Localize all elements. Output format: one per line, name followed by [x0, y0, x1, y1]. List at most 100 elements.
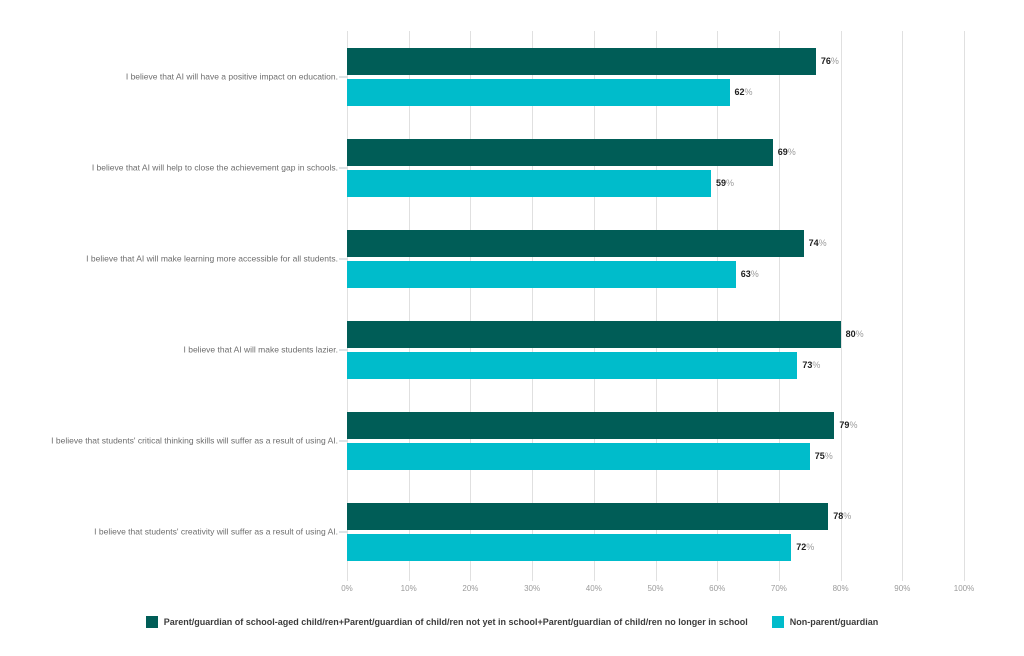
bar-non-parent-guardian [347, 78, 730, 106]
rows-layer: I believe that AI will have a positive i… [0, 31, 1024, 577]
value-label: 74% [809, 230, 827, 257]
value-number: 73 [802, 359, 813, 370]
bar-parent-guardian [347, 320, 841, 348]
x-tick-label: 20% [462, 584, 479, 593]
bar-track: 74% 63% [347, 213, 964, 304]
value-suffix: % [806, 541, 815, 552]
category-row: I believe that AI will help to close the… [0, 122, 1024, 213]
value-label: 63% [741, 261, 759, 288]
gridline [655, 31, 657, 581]
grid-layer [347, 31, 965, 581]
x-axis-labels: 0% 10% 20% 30% 40% 50% 60% 70% 80% 90% 100% [341, 584, 974, 596]
value-suffix: % [750, 268, 759, 279]
gridline [470, 31, 472, 581]
value-number: 74 [808, 237, 819, 248]
bar-track: 80% 73% [347, 304, 964, 395]
value-suffix: % [726, 177, 735, 188]
category-tick-icon [339, 257, 347, 260]
value-label: 76% [821, 48, 839, 75]
value-suffix: % [812, 359, 821, 370]
category-label: I believe that students' creativity will… [94, 526, 338, 536]
legend-label: Non-parent/guardian [789, 617, 879, 627]
value-number: 69 [777, 146, 788, 157]
legend-item-parent-guardian: Parent/guardian of school-aged child/ren… [145, 616, 748, 628]
value-label: 69% [778, 139, 796, 166]
value-label: 75% [815, 443, 833, 470]
category-tick-icon [339, 439, 347, 442]
category-row: I believe that AI will make learning mor… [0, 213, 1024, 304]
category-tick-icon [339, 75, 347, 78]
value-suffix: % [849, 419, 858, 430]
value-suffix: % [818, 237, 827, 248]
category-label: I believe that AI will make learning mor… [86, 253, 338, 263]
category-label: I believe that students' critical thinki… [51, 435, 338, 445]
category-tick-icon [339, 530, 347, 533]
gridline [532, 31, 534, 581]
bar-track: 76% 62% [347, 31, 964, 122]
value-suffix: % [787, 146, 796, 157]
category-label: I believe that AI will make students laz… [183, 344, 339, 354]
legend-label: Parent/guardian of school-aged child/ren… [163, 617, 748, 627]
bar-parent-guardian [347, 47, 816, 75]
value-label: 78% [833, 503, 851, 530]
category-label: I believe that AI will have a positive i… [125, 71, 338, 81]
value-suffix: % [855, 328, 864, 339]
category-label: I believe that AI will help to close the… [91, 162, 338, 172]
value-number: 75 [814, 450, 825, 461]
gridline [408, 31, 410, 581]
value-suffix: % [824, 450, 833, 461]
legend-swatch-icon [771, 616, 784, 628]
category-tick-icon [339, 166, 347, 169]
x-tick-label: 90% [894, 584, 911, 593]
value-label: 73% [802, 352, 820, 379]
value-number: 72 [796, 541, 807, 552]
value-number: 63 [740, 268, 751, 279]
gridline [902, 31, 904, 581]
legend-item-non-parent-guardian: Non-parent/guardian [771, 616, 879, 628]
bar-track: 79% 75% [347, 395, 964, 486]
gridline [593, 31, 595, 581]
bar-non-parent-guardian [347, 442, 810, 470]
value-suffix: % [744, 86, 753, 97]
gridline [717, 31, 719, 581]
x-tick-label: 0% [341, 584, 353, 593]
x-tick-label: 80% [832, 584, 849, 593]
bar-parent-guardian [347, 411, 835, 439]
bar-non-parent-guardian [347, 169, 712, 197]
x-tick-label: 60% [709, 584, 726, 593]
value-number: 80 [845, 328, 856, 339]
value-label: 79% [839, 412, 857, 439]
category-row: I believe that students' creativity will… [0, 486, 1024, 577]
gridline [964, 31, 965, 581]
x-tick-label: 40% [585, 584, 602, 593]
value-number: 59 [716, 177, 727, 188]
bar-track: 78% 72% [347, 486, 964, 577]
value-suffix: % [843, 510, 852, 521]
x-tick-label: 70% [770, 584, 787, 593]
category-row: I believe that students' critical thinki… [0, 395, 1024, 486]
gridline [778, 31, 780, 581]
bar-non-parent-guardian [347, 533, 792, 561]
value-number: 62 [734, 86, 745, 97]
category-row: I believe that AI will make students laz… [0, 304, 1024, 395]
bar-parent-guardian [347, 138, 773, 166]
value-label: 80% [846, 321, 864, 348]
bar-parent-guardian [347, 229, 804, 257]
legend: Parent/guardian of school-aged child/ren… [0, 612, 1024, 632]
bar-parent-guardian [347, 502, 829, 530]
bar-non-parent-guardian [347, 351, 798, 379]
category-tick-icon [339, 348, 347, 351]
gridline [347, 31, 348, 581]
value-label: 72% [796, 534, 814, 561]
value-suffix: % [830, 55, 839, 66]
value-number: 76 [820, 55, 831, 66]
x-tick-label: 50% [647, 584, 664, 593]
x-tick-label: 10% [400, 584, 417, 593]
value-label: 62% [735, 79, 753, 106]
bar-track: 69% 59% [347, 122, 964, 213]
value-number: 79 [839, 419, 850, 430]
gridline [840, 31, 842, 581]
bar-non-parent-guardian [347, 260, 736, 288]
x-tick-label: 30% [524, 584, 541, 593]
